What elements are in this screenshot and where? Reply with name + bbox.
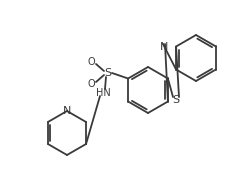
Text: S: S [105, 68, 112, 78]
Text: S: S [173, 95, 180, 105]
Text: O: O [87, 79, 95, 89]
Text: N: N [63, 106, 71, 116]
Text: O: O [87, 57, 95, 67]
Text: HN: HN [96, 88, 110, 98]
Text: N: N [160, 42, 168, 52]
